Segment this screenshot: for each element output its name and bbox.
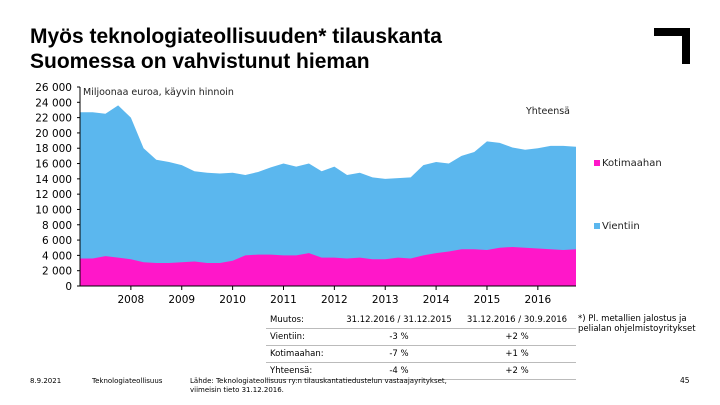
table-cell: Muutos: [266, 312, 340, 329]
y-tick-label: 10 000 [35, 204, 72, 216]
y-tick-label: 20 000 [35, 128, 72, 140]
table-row: Yhteensä: -4 % +2 % [266, 362, 576, 380]
corner-logo-icon [654, 28, 690, 64]
x-tick-label: 2014 [423, 294, 450, 306]
title-line-2: Suomessa on vahvistunut hieman [30, 50, 370, 73]
x-tick-label: 2011 [270, 294, 297, 306]
total-annotation: Yhteensä [525, 106, 570, 117]
x-tick-label: 2009 [168, 294, 195, 306]
y-tick-label: 14 000 [35, 174, 72, 186]
x-tick-label: 2008 [118, 294, 145, 306]
table-cell: 31.12.2016 / 30.9.2016 [458, 312, 576, 329]
x-tick-label: 2010 [219, 294, 246, 306]
x-tick-label: 2016 [524, 294, 551, 306]
page-number: 45 [680, 376, 690, 385]
domestic-area [80, 246, 576, 286]
footer-source: Lähde: Teknologiateollisuus ry:n tilausk… [190, 377, 447, 395]
chart-title: Miljoonaa euroa, käyvin hinnoin [83, 87, 234, 98]
y-tick-label: 18 000 [35, 143, 72, 155]
table-cell: Kotimaahan: [266, 345, 340, 363]
y-tick-label: 4 000 [42, 250, 72, 262]
footnote: *) Pl. metallien jalostus ja pelialan oh… [578, 314, 696, 334]
y-tick-label: 6 000 [42, 235, 72, 247]
y-tick-label: 26 000 [35, 82, 72, 94]
legend-export: Vientiin [594, 221, 640, 232]
y-tick-label: 8 000 [42, 220, 72, 232]
table-row: Vientiin: -3 % +2 % [266, 328, 576, 346]
legend-domestic: Kotimaahan [594, 158, 662, 169]
footer-source-line-1: Lähde: Teknologiateollisuus ry:n tilausk… [190, 377, 447, 385]
table-cell: +2 % [458, 328, 576, 346]
title-line-1: Myös teknologiateollisuuden* tilauskanta [30, 25, 442, 48]
y-tick-label: 12 000 [35, 189, 72, 201]
x-tick-label: 2013 [372, 294, 399, 306]
table-cell: 31.12.2016 / 31.12.2015 [340, 312, 458, 329]
legend-export-label: Vientiin [602, 221, 640, 232]
y-tick-label: 22 000 [35, 113, 72, 125]
table-cell: -3 % [340, 328, 458, 346]
footer-date: 8.9.2021 [30, 377, 62, 385]
export-area [80, 105, 576, 286]
slide-title: Myös teknologiateollisuuden* tilauskanta… [30, 24, 590, 74]
y-tick-label: 16 000 [35, 159, 72, 171]
y-tick-label: 2 000 [42, 266, 72, 278]
legend-domestic-swatch [594, 160, 600, 166]
footer-source-line-2: viimeisin tieto 31.12.2016. [190, 386, 284, 394]
y-tick-label: 24 000 [35, 97, 72, 109]
table-cell: +1 % [458, 345, 576, 363]
x-tick-label: 2015 [474, 294, 501, 306]
table-cell: Vientiin: [266, 328, 340, 346]
table-cell: -4 % [340, 362, 458, 380]
table-cell: Yhteensä: [266, 362, 340, 380]
legend-export-swatch [594, 223, 600, 229]
table-cell: -7 % [340, 345, 458, 363]
table-row: Kotimaahan: -7 % +1 % [266, 345, 576, 363]
table-cell: +2 % [458, 362, 576, 380]
legend-domestic-label: Kotimaahan [602, 158, 662, 169]
table-row: Muutos: 31.12.2016 / 31.12.2015 31.12.20… [266, 312, 576, 329]
change-summary-table: Muutos: 31.12.2016 / 31.12.2015 31.12.20… [266, 312, 576, 380]
y-tick-label: 0 [65, 281, 72, 293]
x-tick-label: 2012 [321, 294, 348, 306]
footer-org: Teknologiateollisuus [92, 377, 163, 385]
